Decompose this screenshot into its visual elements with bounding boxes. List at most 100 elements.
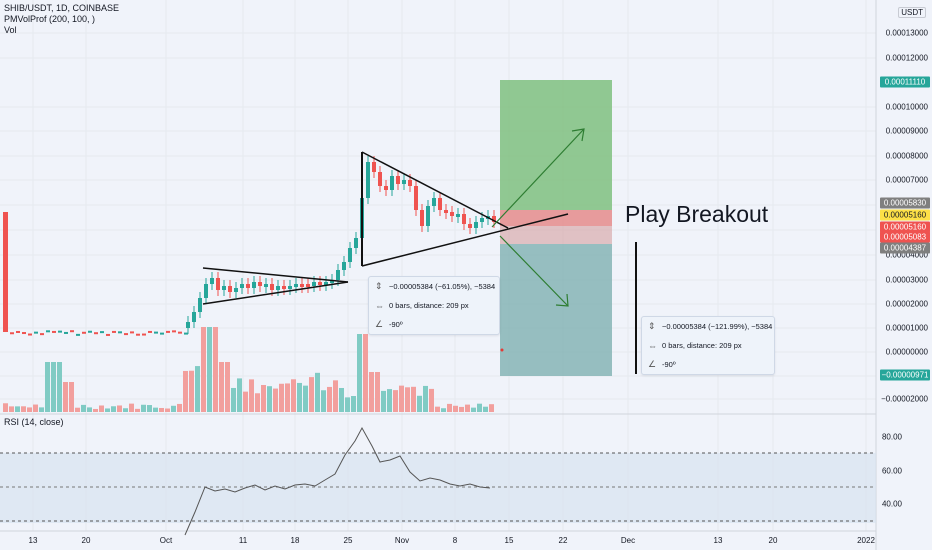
measure-text-3: -90º [662, 360, 676, 369]
trendline-upper-2[interactable] [361, 151, 509, 229]
volume-bar [369, 372, 374, 412]
volume-bar [51, 362, 56, 412]
currency-badge[interactable]: USDT [898, 7, 926, 18]
volume-bar [195, 366, 200, 412]
candle [142, 333, 146, 336]
candle [186, 322, 190, 328]
volume-bar [267, 386, 272, 412]
profit-zone[interactable] [500, 80, 612, 210]
volume-bar [57, 362, 62, 412]
volume-bar [45, 362, 50, 412]
volume-bar [315, 372, 320, 412]
symbol-label[interactable]: SHIB/USDT, 1D, COINBASE [4, 3, 120, 13]
candle [384, 186, 388, 190]
rsi-level-label: 80.00 [881, 432, 902, 442]
time-label: 22 [558, 536, 568, 545]
price-label: 0.00010000 [885, 102, 928, 112]
rsi-level-label: 40.00 [881, 499, 902, 509]
volume-bar [423, 385, 428, 412]
bars-range-icon: ⇔ [648, 340, 657, 351]
volume-bar [489, 404, 494, 412]
volume-bar [393, 390, 398, 412]
stop-zone[interactable] [500, 210, 612, 226]
time-label: Dec [620, 536, 636, 545]
candle [3, 212, 8, 332]
volume-bar [273, 388, 278, 412]
candle [444, 210, 448, 213]
candle [390, 176, 394, 190]
candle [342, 262, 346, 270]
volume-bar [177, 403, 182, 412]
candle [34, 331, 38, 334]
volume-bar [411, 386, 416, 412]
trendline-lower-1[interactable] [202, 281, 349, 305]
candle [136, 333, 140, 336]
candle [118, 331, 122, 334]
volume-bar [291, 379, 296, 412]
candle [228, 286, 232, 292]
annotation-text[interactable]: Play Breakout [625, 201, 769, 227]
candle [474, 222, 478, 228]
candle [402, 180, 406, 184]
volume-bar [219, 362, 224, 412]
target-down-zone[interactable] [500, 244, 612, 376]
time-label: 8 [452, 536, 458, 545]
candles[interactable] [3, 156, 496, 336]
measure-box-1[interactable]: ⇕ −0.00005384 (−61.05%), −5384 ⇔ 0 bars, d… [368, 276, 500, 335]
volume-bar [129, 403, 134, 412]
entry-zone[interactable] [500, 226, 612, 244]
candle [160, 332, 164, 335]
measure-box-2[interactable]: ⇕ −0.00005384 (−121.99%), −5384 ⇔ 0 bars, … [641, 316, 775, 375]
candle [456, 214, 460, 217]
volume-bar [327, 386, 332, 412]
candle [252, 282, 256, 288]
candle [204, 284, 208, 298]
price-label: 0.00008000 [885, 151, 928, 161]
chart-legend: SHIB/USDT, 1D, COINBASE PMVolProf (200, … [4, 3, 119, 36]
volume-label[interactable]: Vol [4, 25, 17, 35]
candle [58, 330, 62, 333]
price-tag-high: 0.00005830 [880, 197, 930, 209]
time-label: 20 [768, 536, 778, 545]
indicator-label[interactable]: PMVolProf (200, 100, ) [4, 14, 96, 24]
volume-bar [255, 393, 260, 412]
trendline-lower-2[interactable] [361, 213, 569, 267]
candle [22, 332, 26, 335]
candle [378, 172, 382, 186]
candle [450, 212, 454, 216]
candle [184, 332, 188, 335]
volume-bar [159, 407, 164, 412]
trendline-upper-1[interactable] [202, 267, 349, 283]
candle [16, 330, 20, 333]
volume-bar [225, 362, 230, 412]
candle [300, 284, 304, 287]
price-tag-target: 0.00011110 [880, 76, 930, 88]
volume-bar [105, 408, 110, 412]
volume-bar [333, 380, 338, 412]
volume-bar [81, 404, 86, 412]
candle [88, 330, 92, 333]
price-tag-low: 0.00004387 [880, 242, 930, 254]
candle [492, 216, 496, 222]
candle [348, 248, 352, 262]
candle [210, 278, 214, 284]
candle [52, 330, 56, 333]
candle [264, 284, 268, 287]
candle [468, 224, 472, 228]
price-range-icon: ⇕ [375, 281, 383, 291]
arrow-down[interactable] [499, 235, 569, 307]
price-tag-entry: 0.00005083 [880, 231, 930, 243]
candle [82, 331, 86, 334]
price-label: 0.00009000 [885, 126, 928, 136]
candle [178, 331, 182, 334]
volume-bar [387, 389, 392, 412]
time-label: 15 [504, 536, 514, 545]
measure-text-1: −0.00005384 (−61.05%), −5384 [389, 282, 496, 291]
rsi-title[interactable]: RSI (14, close) [4, 417, 64, 427]
candle [396, 176, 400, 184]
arrow-up[interactable] [491, 128, 585, 228]
volume-bar [483, 406, 488, 412]
measure-text-2: 0 bars, distance: 209 px [389, 301, 469, 310]
angle-icon: ∠ [648, 359, 657, 369]
